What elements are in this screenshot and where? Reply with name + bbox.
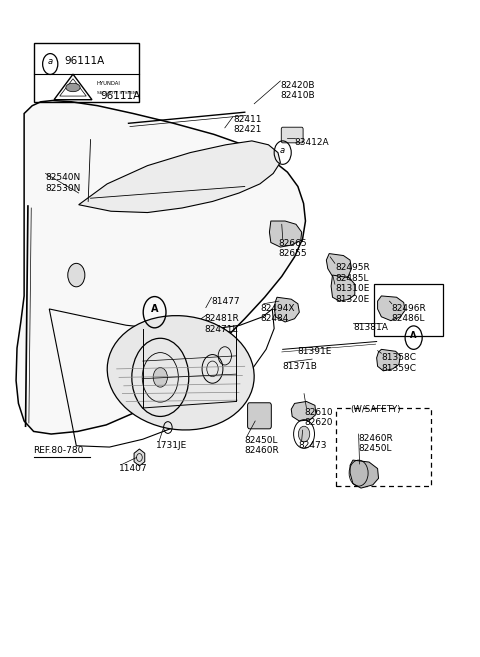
Polygon shape <box>377 350 400 371</box>
Text: 82665
82655: 82665 82655 <box>278 238 307 258</box>
Circle shape <box>68 263 85 287</box>
Text: 81371B: 81371B <box>283 363 318 371</box>
Text: REF.80-780: REF.80-780 <box>34 445 84 455</box>
FancyBboxPatch shape <box>248 403 271 429</box>
Text: 82494X
82484: 82494X 82484 <box>261 304 295 323</box>
Polygon shape <box>378 296 405 321</box>
Polygon shape <box>326 254 351 280</box>
Ellipse shape <box>107 315 254 430</box>
Text: 1731JE: 1731JE <box>156 441 187 449</box>
Text: 83412A: 83412A <box>295 138 329 147</box>
Polygon shape <box>134 449 145 466</box>
Ellipse shape <box>66 83 80 92</box>
Text: 81358C
81359C: 81358C 81359C <box>382 353 416 373</box>
Polygon shape <box>79 141 280 213</box>
Text: 82450L
82460R: 82450L 82460R <box>245 436 279 455</box>
Bar <box>336 408 431 486</box>
Text: 96111A: 96111A <box>64 57 105 66</box>
Text: 96111A: 96111A <box>100 91 140 101</box>
Bar <box>34 43 139 102</box>
Text: 81391E: 81391E <box>297 347 331 355</box>
Text: 82495R
82485L: 82495R 82485L <box>335 263 370 283</box>
Text: 82473: 82473 <box>299 441 327 449</box>
Text: HYUNDAI: HYUNDAI <box>96 81 120 86</box>
Text: 82496R
82486L: 82496R 82486L <box>392 304 427 323</box>
Text: 82481R
82471L: 82481R 82471L <box>204 314 239 334</box>
Polygon shape <box>291 401 316 421</box>
Text: (W/SAFETY): (W/SAFETY) <box>350 405 400 415</box>
Text: 82411
82421: 82411 82421 <box>233 115 262 134</box>
FancyBboxPatch shape <box>281 127 303 143</box>
Polygon shape <box>274 297 300 322</box>
Text: 81381A: 81381A <box>353 323 388 332</box>
Circle shape <box>299 426 310 442</box>
Text: 81477: 81477 <box>212 297 240 306</box>
Text: A: A <box>410 330 417 340</box>
Text: A: A <box>151 304 158 314</box>
Polygon shape <box>16 101 305 434</box>
Text: 81310E
81320E: 81310E 81320E <box>335 284 369 304</box>
Text: SECURITY SYSTEM: SECURITY SYSTEM <box>96 91 136 95</box>
Polygon shape <box>269 221 301 247</box>
Bar <box>374 284 443 336</box>
Text: 82420B
82410B: 82420B 82410B <box>280 81 315 101</box>
Polygon shape <box>350 460 379 488</box>
Text: 82610
82620: 82610 82620 <box>304 408 333 427</box>
Text: 82460R
82450L: 82460R 82450L <box>359 434 394 453</box>
Text: 82540N
82530N: 82540N 82530N <box>46 173 81 193</box>
Text: a: a <box>280 145 285 154</box>
Text: a: a <box>48 57 53 66</box>
Text: 11407: 11407 <box>119 464 148 473</box>
Circle shape <box>153 367 168 387</box>
Polygon shape <box>331 275 355 301</box>
